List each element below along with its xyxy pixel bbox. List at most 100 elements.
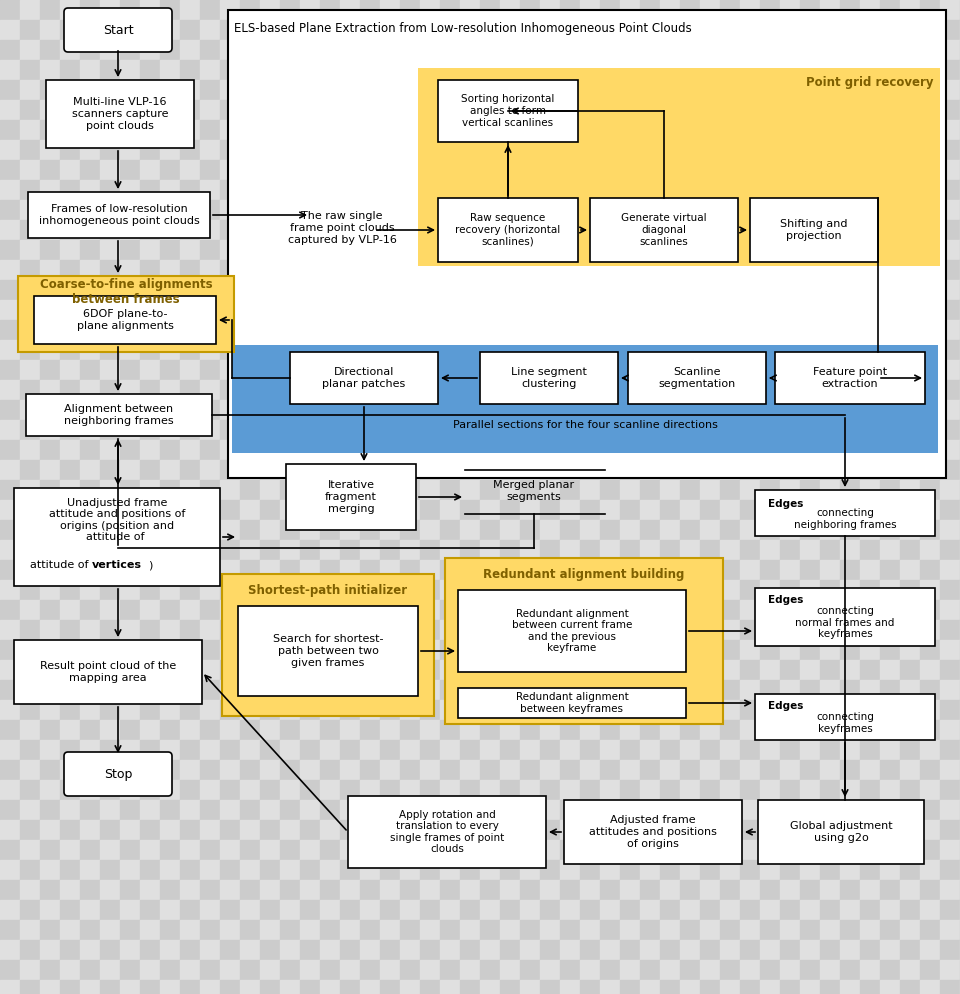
Bar [340,280,360,300]
Bar [580,320,600,340]
Bar [660,320,680,340]
Bar [820,640,840,660]
Bar [680,800,700,820]
Bar [880,420,900,440]
Bar [720,340,740,360]
Bar [480,0,500,20]
Bar [320,980,340,994]
Bar [40,80,60,100]
Bar [660,860,680,880]
Bar [200,740,220,760]
Bar [140,820,160,840]
Bar [360,460,380,480]
Bar [160,320,180,340]
Bar [320,440,340,460]
Bar [540,880,560,900]
Bar [280,360,300,380]
Bar [300,720,320,740]
Bar [740,220,760,240]
Bar [400,580,420,600]
Bar [760,40,780,60]
Bar [100,120,120,140]
Bar [750,198,878,262]
Bar [140,880,160,900]
Bar [120,760,140,780]
Bar [720,280,740,300]
Bar [140,0,160,20]
Bar [260,0,280,20]
Bar [680,20,700,40]
Bar [600,800,620,820]
Bar [700,400,720,420]
Bar [20,220,40,240]
Bar [540,560,560,580]
Bar [0,260,20,280]
Bar [820,980,840,994]
Bar [640,20,660,40]
Bar [60,400,80,420]
Bar [380,400,400,420]
Bar [880,560,900,580]
Bar [660,280,680,300]
Bar [620,480,640,500]
Bar [300,440,320,460]
Bar [60,260,80,280]
Bar [60,120,80,140]
Bar [660,140,680,160]
Bar [220,580,240,600]
Bar [620,140,640,160]
Bar [480,40,500,60]
Bar [220,740,240,760]
Bar [440,860,460,880]
Bar [80,420,100,440]
Bar [820,480,840,500]
Bar [560,340,580,360]
Bar [820,340,840,360]
Bar [680,180,700,200]
Bar [320,580,340,600]
Bar [600,500,620,520]
Bar [800,340,820,360]
Bar [760,140,780,160]
Bar [120,580,140,600]
Bar [720,780,740,800]
Bar [760,360,780,380]
Bar [240,240,260,260]
Bar [20,940,40,960]
Bar [740,900,760,920]
Bar [180,840,200,860]
Bar [480,352,618,404]
Bar [560,280,580,300]
Bar [60,460,80,480]
Bar [60,100,80,120]
Bar [500,820,520,840]
Bar [440,540,460,560]
Bar [400,60,420,80]
Bar [760,700,780,720]
Bar [100,320,120,340]
Bar [480,940,500,960]
Bar [540,100,560,120]
Bar [420,620,440,640]
Bar [200,20,220,40]
Bar [80,160,100,180]
Bar [520,200,540,220]
Bar [520,60,540,80]
Bar [880,780,900,800]
Bar [380,220,400,240]
Bar [340,260,360,280]
Bar [20,780,40,800]
Bar [860,180,880,200]
Bar [820,900,840,920]
Bar [860,0,880,20]
Bar [700,500,720,520]
Bar [520,920,540,940]
Bar [700,280,720,300]
Bar [500,480,520,500]
Bar [600,0,620,20]
Bar [780,960,800,980]
Bar [720,420,740,440]
Bar [600,740,620,760]
Bar [780,0,800,20]
Bar [140,860,160,880]
